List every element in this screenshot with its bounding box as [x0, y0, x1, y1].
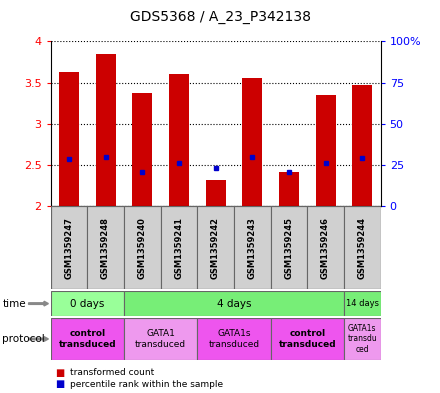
Bar	[95, 53, 116, 206]
Bar	[271, 318, 344, 360]
Bar	[234, 206, 271, 289]
Text: control
transduced: control transduced	[59, 329, 116, 349]
Text: time: time	[2, 299, 26, 309]
Bar	[344, 206, 381, 289]
Bar	[344, 318, 381, 360]
Bar	[271, 206, 307, 289]
Text: GSM1359245: GSM1359245	[284, 217, 293, 279]
Text: GSM1359247: GSM1359247	[64, 217, 73, 279]
Bar	[197, 206, 234, 289]
Text: GSM1359243: GSM1359243	[248, 217, 257, 279]
Bar	[352, 85, 372, 206]
Text: transformed count: transformed count	[70, 368, 154, 377]
Text: GSM1359248: GSM1359248	[101, 217, 110, 279]
Bar	[197, 318, 271, 360]
Text: GSM1359241: GSM1359241	[174, 217, 183, 279]
Text: GATA1
transduced: GATA1 transduced	[135, 329, 186, 349]
Bar	[279, 172, 299, 206]
Bar	[87, 206, 124, 289]
Bar	[124, 291, 344, 316]
Bar	[161, 206, 197, 289]
Text: 4 days: 4 days	[216, 299, 251, 309]
Bar	[51, 318, 124, 360]
Bar	[242, 79, 262, 206]
Text: percentile rank within the sample: percentile rank within the sample	[70, 380, 224, 389]
Text: 14 days: 14 days	[346, 299, 379, 308]
Bar	[124, 318, 197, 360]
Text: GSM1359244: GSM1359244	[358, 217, 367, 279]
Text: control
transduced: control transduced	[279, 329, 336, 349]
Bar	[51, 291, 124, 316]
Bar	[59, 72, 79, 206]
Text: GSM1359246: GSM1359246	[321, 217, 330, 279]
Text: GSM1359242: GSM1359242	[211, 217, 220, 279]
Bar	[344, 291, 381, 316]
Text: ■: ■	[55, 379, 64, 389]
Bar	[169, 74, 189, 206]
Text: ■: ■	[55, 367, 64, 378]
Bar	[315, 95, 336, 206]
Text: GDS5368 / A_23_P342138: GDS5368 / A_23_P342138	[129, 10, 311, 24]
Bar	[132, 93, 152, 206]
Bar	[124, 206, 161, 289]
Text: protocol: protocol	[2, 334, 45, 344]
Text: GSM1359240: GSM1359240	[138, 217, 147, 279]
Text: GATA1s
transdu
ced: GATA1s transdu ced	[348, 324, 377, 354]
Text: GATA1s
transduced: GATA1s transduced	[209, 329, 260, 349]
Bar	[51, 206, 87, 289]
Bar	[205, 180, 226, 206]
Text: 0 days: 0 days	[70, 299, 104, 309]
Bar	[307, 206, 344, 289]
